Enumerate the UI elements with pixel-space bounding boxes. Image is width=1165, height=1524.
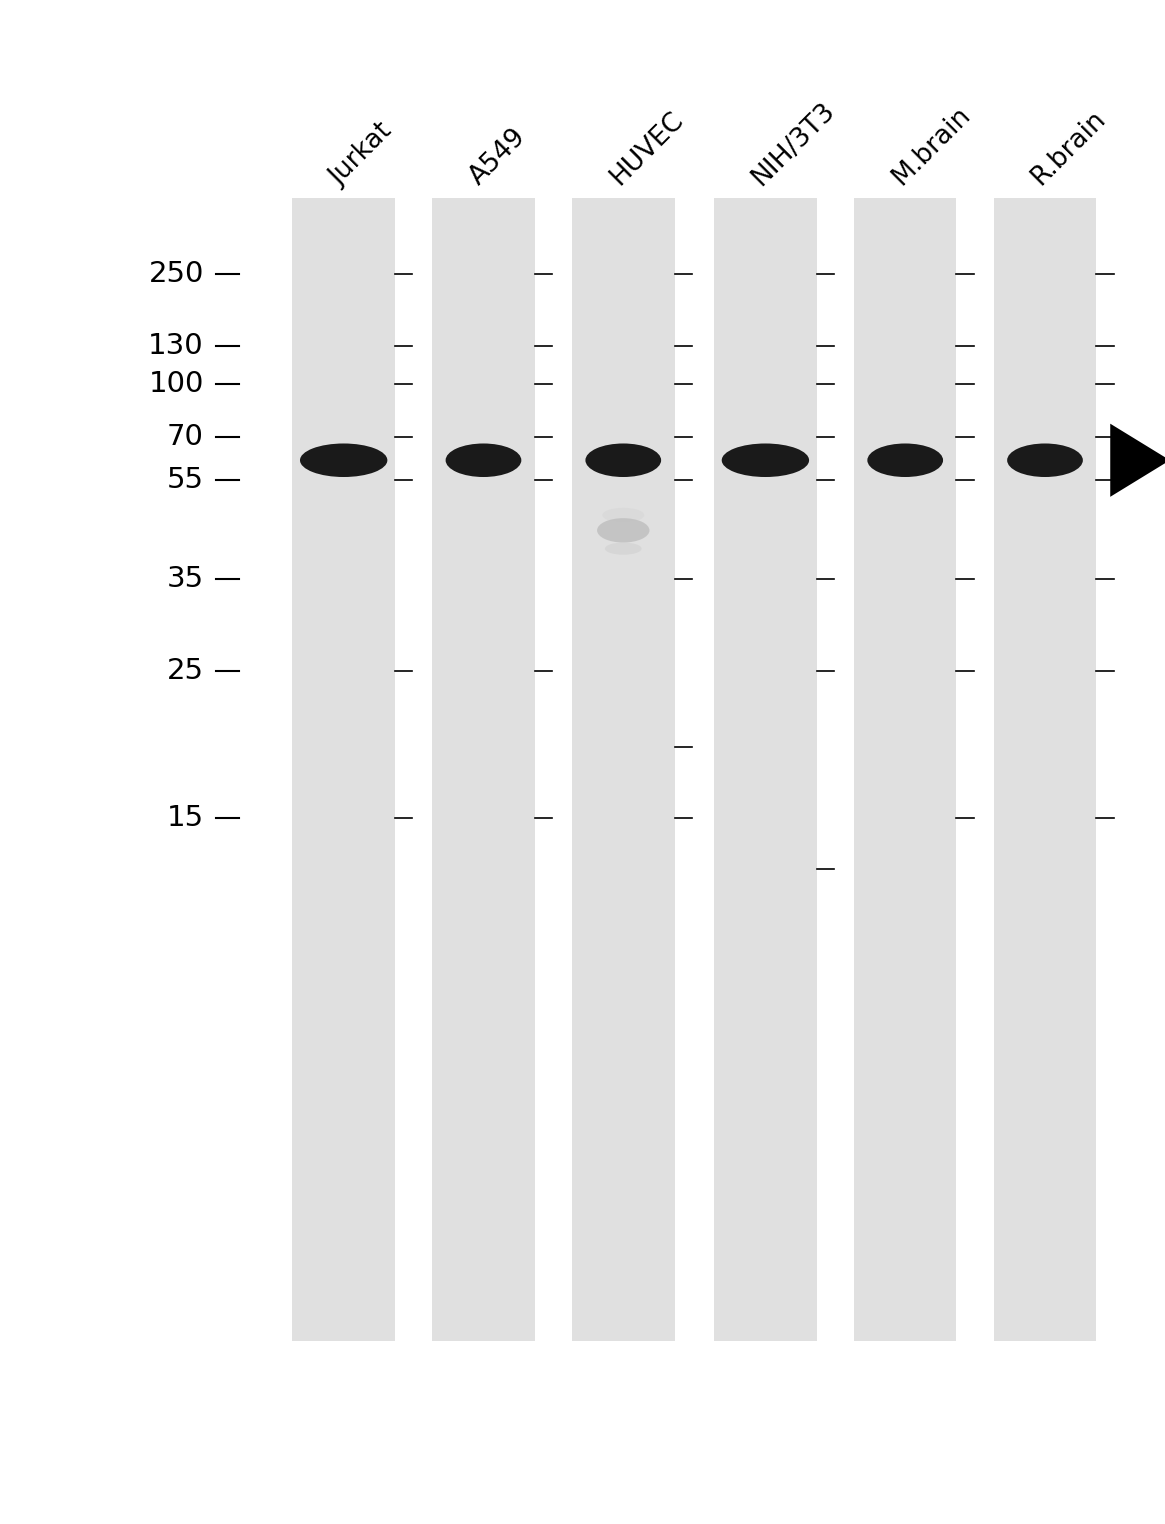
FancyBboxPatch shape	[432, 198, 535, 1341]
Ellipse shape	[602, 507, 644, 523]
Text: NIH/3T3: NIH/3T3	[747, 98, 840, 190]
FancyBboxPatch shape	[572, 198, 675, 1341]
FancyBboxPatch shape	[714, 198, 817, 1341]
Text: HUVEC: HUVEC	[605, 107, 689, 190]
Text: A549: A549	[465, 123, 531, 190]
Ellipse shape	[299, 443, 387, 477]
Ellipse shape	[1007, 443, 1083, 477]
Text: 130: 130	[148, 332, 204, 360]
Ellipse shape	[598, 518, 650, 543]
Text: 100: 100	[148, 370, 204, 398]
Text: 15: 15	[167, 805, 204, 832]
Ellipse shape	[867, 443, 944, 477]
Text: M.brain: M.brain	[887, 102, 975, 190]
Text: R.brain: R.brain	[1026, 105, 1111, 190]
FancyBboxPatch shape	[292, 198, 395, 1341]
Ellipse shape	[605, 543, 642, 555]
Ellipse shape	[586, 443, 662, 477]
Text: 55: 55	[167, 466, 204, 494]
Text: 250: 250	[148, 261, 204, 288]
Ellipse shape	[445, 443, 521, 477]
Text: 25: 25	[167, 657, 204, 684]
FancyBboxPatch shape	[994, 198, 1096, 1341]
Text: Jurkat: Jurkat	[325, 117, 398, 190]
FancyBboxPatch shape	[854, 198, 956, 1341]
Text: 70: 70	[167, 424, 204, 451]
Ellipse shape	[722, 443, 809, 477]
Text: 35: 35	[167, 565, 204, 593]
Polygon shape	[1110, 424, 1165, 497]
